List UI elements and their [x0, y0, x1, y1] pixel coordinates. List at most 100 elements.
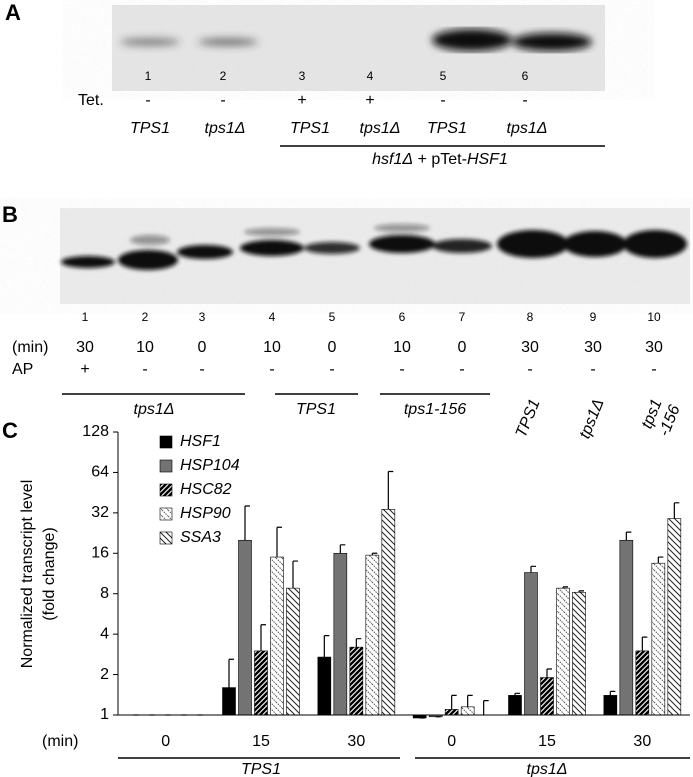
gel-a — [112, 5, 605, 91]
y-axis-label: Normalized transcript level — [19, 480, 36, 669]
bar — [317, 656, 332, 716]
legend-swatch — [159, 459, 173, 473]
bar — [603, 695, 618, 716]
label-part: hsf1Δ — [372, 151, 413, 168]
tet-sign: - — [145, 92, 150, 109]
error-bar — [657, 556, 664, 564]
tet-sign: - — [522, 92, 527, 109]
group-label: TPS1 — [296, 401, 336, 418]
strain-label: TPS1 — [513, 397, 544, 440]
group-label: TPS1 — [241, 761, 281, 777]
time-label: 30 — [76, 339, 94, 356]
lane-number: 6 — [522, 69, 529, 83]
x-tick-label: 0 — [161, 733, 170, 750]
bar — [540, 677, 554, 716]
legend-swatch — [159, 435, 173, 449]
ap-sign: - — [142, 361, 147, 378]
lane-number: 4 — [269, 310, 276, 324]
bar — [238, 539, 252, 716]
error-bar — [530, 565, 536, 573]
row-label: (min) — [12, 339, 48, 356]
bar — [254, 650, 268, 716]
legend-swatch — [159, 507, 173, 521]
time-label: 10 — [263, 339, 281, 356]
error-bar — [387, 470, 394, 510]
error-bar — [578, 590, 584, 593]
tet-sign: + — [365, 92, 374, 109]
ap-sign: - — [527, 361, 532, 378]
row-label: Tet. — [78, 92, 104, 109]
error-bar — [609, 690, 616, 696]
bar — [524, 572, 538, 716]
lane-number: 1 — [145, 69, 152, 83]
x-tick-label: 30 — [347, 733, 365, 750]
bar — [365, 554, 380, 716]
ap-sign: - — [590, 361, 595, 378]
error-bar — [483, 700, 489, 715]
y-tick-label: 1 — [100, 706, 109, 723]
label-part: HSF1 — [467, 151, 508, 168]
lane-number: 2 — [220, 69, 227, 83]
lane-number: 8 — [527, 310, 534, 324]
panel-letter: B — [2, 202, 18, 227]
bar — [222, 687, 236, 716]
error-bar — [276, 526, 282, 558]
ap-sign: - — [651, 361, 656, 378]
time-label: 30 — [521, 339, 539, 356]
bar — [508, 695, 522, 716]
legend-label: SSA3 — [180, 529, 221, 546]
time-label: 0 — [328, 339, 337, 356]
error-bar — [260, 624, 266, 651]
bar — [667, 518, 682, 716]
bar — [556, 587, 570, 716]
row-label: AP — [12, 361, 33, 378]
time-label: 0 — [198, 339, 207, 356]
error-bar — [371, 552, 378, 556]
lane-number: 3 — [199, 310, 206, 324]
error-bar — [673, 502, 680, 519]
ap-sign: - — [329, 361, 334, 378]
group-label: tps1Δ — [134, 401, 175, 418]
bar — [349, 646, 364, 716]
lane-number: 6 — [399, 310, 406, 324]
y-tick-label: 8 — [100, 585, 109, 602]
bar — [270, 556, 284, 716]
error-bar — [323, 635, 330, 658]
ap-sign: + — [80, 361, 89, 378]
x-tick-label: 0 — [447, 733, 456, 750]
group-label: hsf1Δ + pTet-HSF1 — [372, 151, 508, 168]
lane-number: 1 — [82, 310, 89, 324]
error-bar — [355, 638, 362, 648]
error-bar — [514, 692, 520, 696]
strain-label: TPS1 — [290, 120, 330, 137]
strain-label: tps1Δ — [577, 397, 608, 441]
strain-label: tps1Δ — [507, 120, 548, 137]
time-label: 30 — [645, 339, 663, 356]
y-tick-label: 32 — [91, 504, 109, 521]
group-lines — [62, 145, 690, 759]
error-bar — [451, 694, 457, 710]
time-label: 10 — [393, 339, 411, 356]
lane-number: 5 — [440, 69, 447, 83]
legend-swatch — [159, 483, 173, 497]
legend-label: HSP90 — [180, 505, 231, 522]
bar — [651, 562, 666, 716]
strain-label: TPS1 — [427, 120, 467, 137]
legend-label: HSC82 — [180, 481, 232, 498]
gel-b — [60, 208, 690, 304]
strain-label: TPS1 — [130, 120, 170, 137]
error-bar — [546, 668, 552, 678]
bar — [619, 539, 634, 716]
error-bar — [625, 531, 632, 541]
x-tick-label: 15 — [538, 733, 556, 750]
ap-sign: - — [199, 361, 204, 378]
lane-number: 3 — [299, 69, 306, 83]
lane-number: 2 — [142, 310, 149, 324]
strain-label: tps1Δ — [360, 120, 401, 137]
tet-sign: + — [297, 92, 306, 109]
legend-label: HSP104 — [180, 457, 240, 474]
time-label: 30 — [584, 339, 602, 356]
bar — [444, 709, 459, 716]
ap-sign: - — [459, 361, 464, 378]
